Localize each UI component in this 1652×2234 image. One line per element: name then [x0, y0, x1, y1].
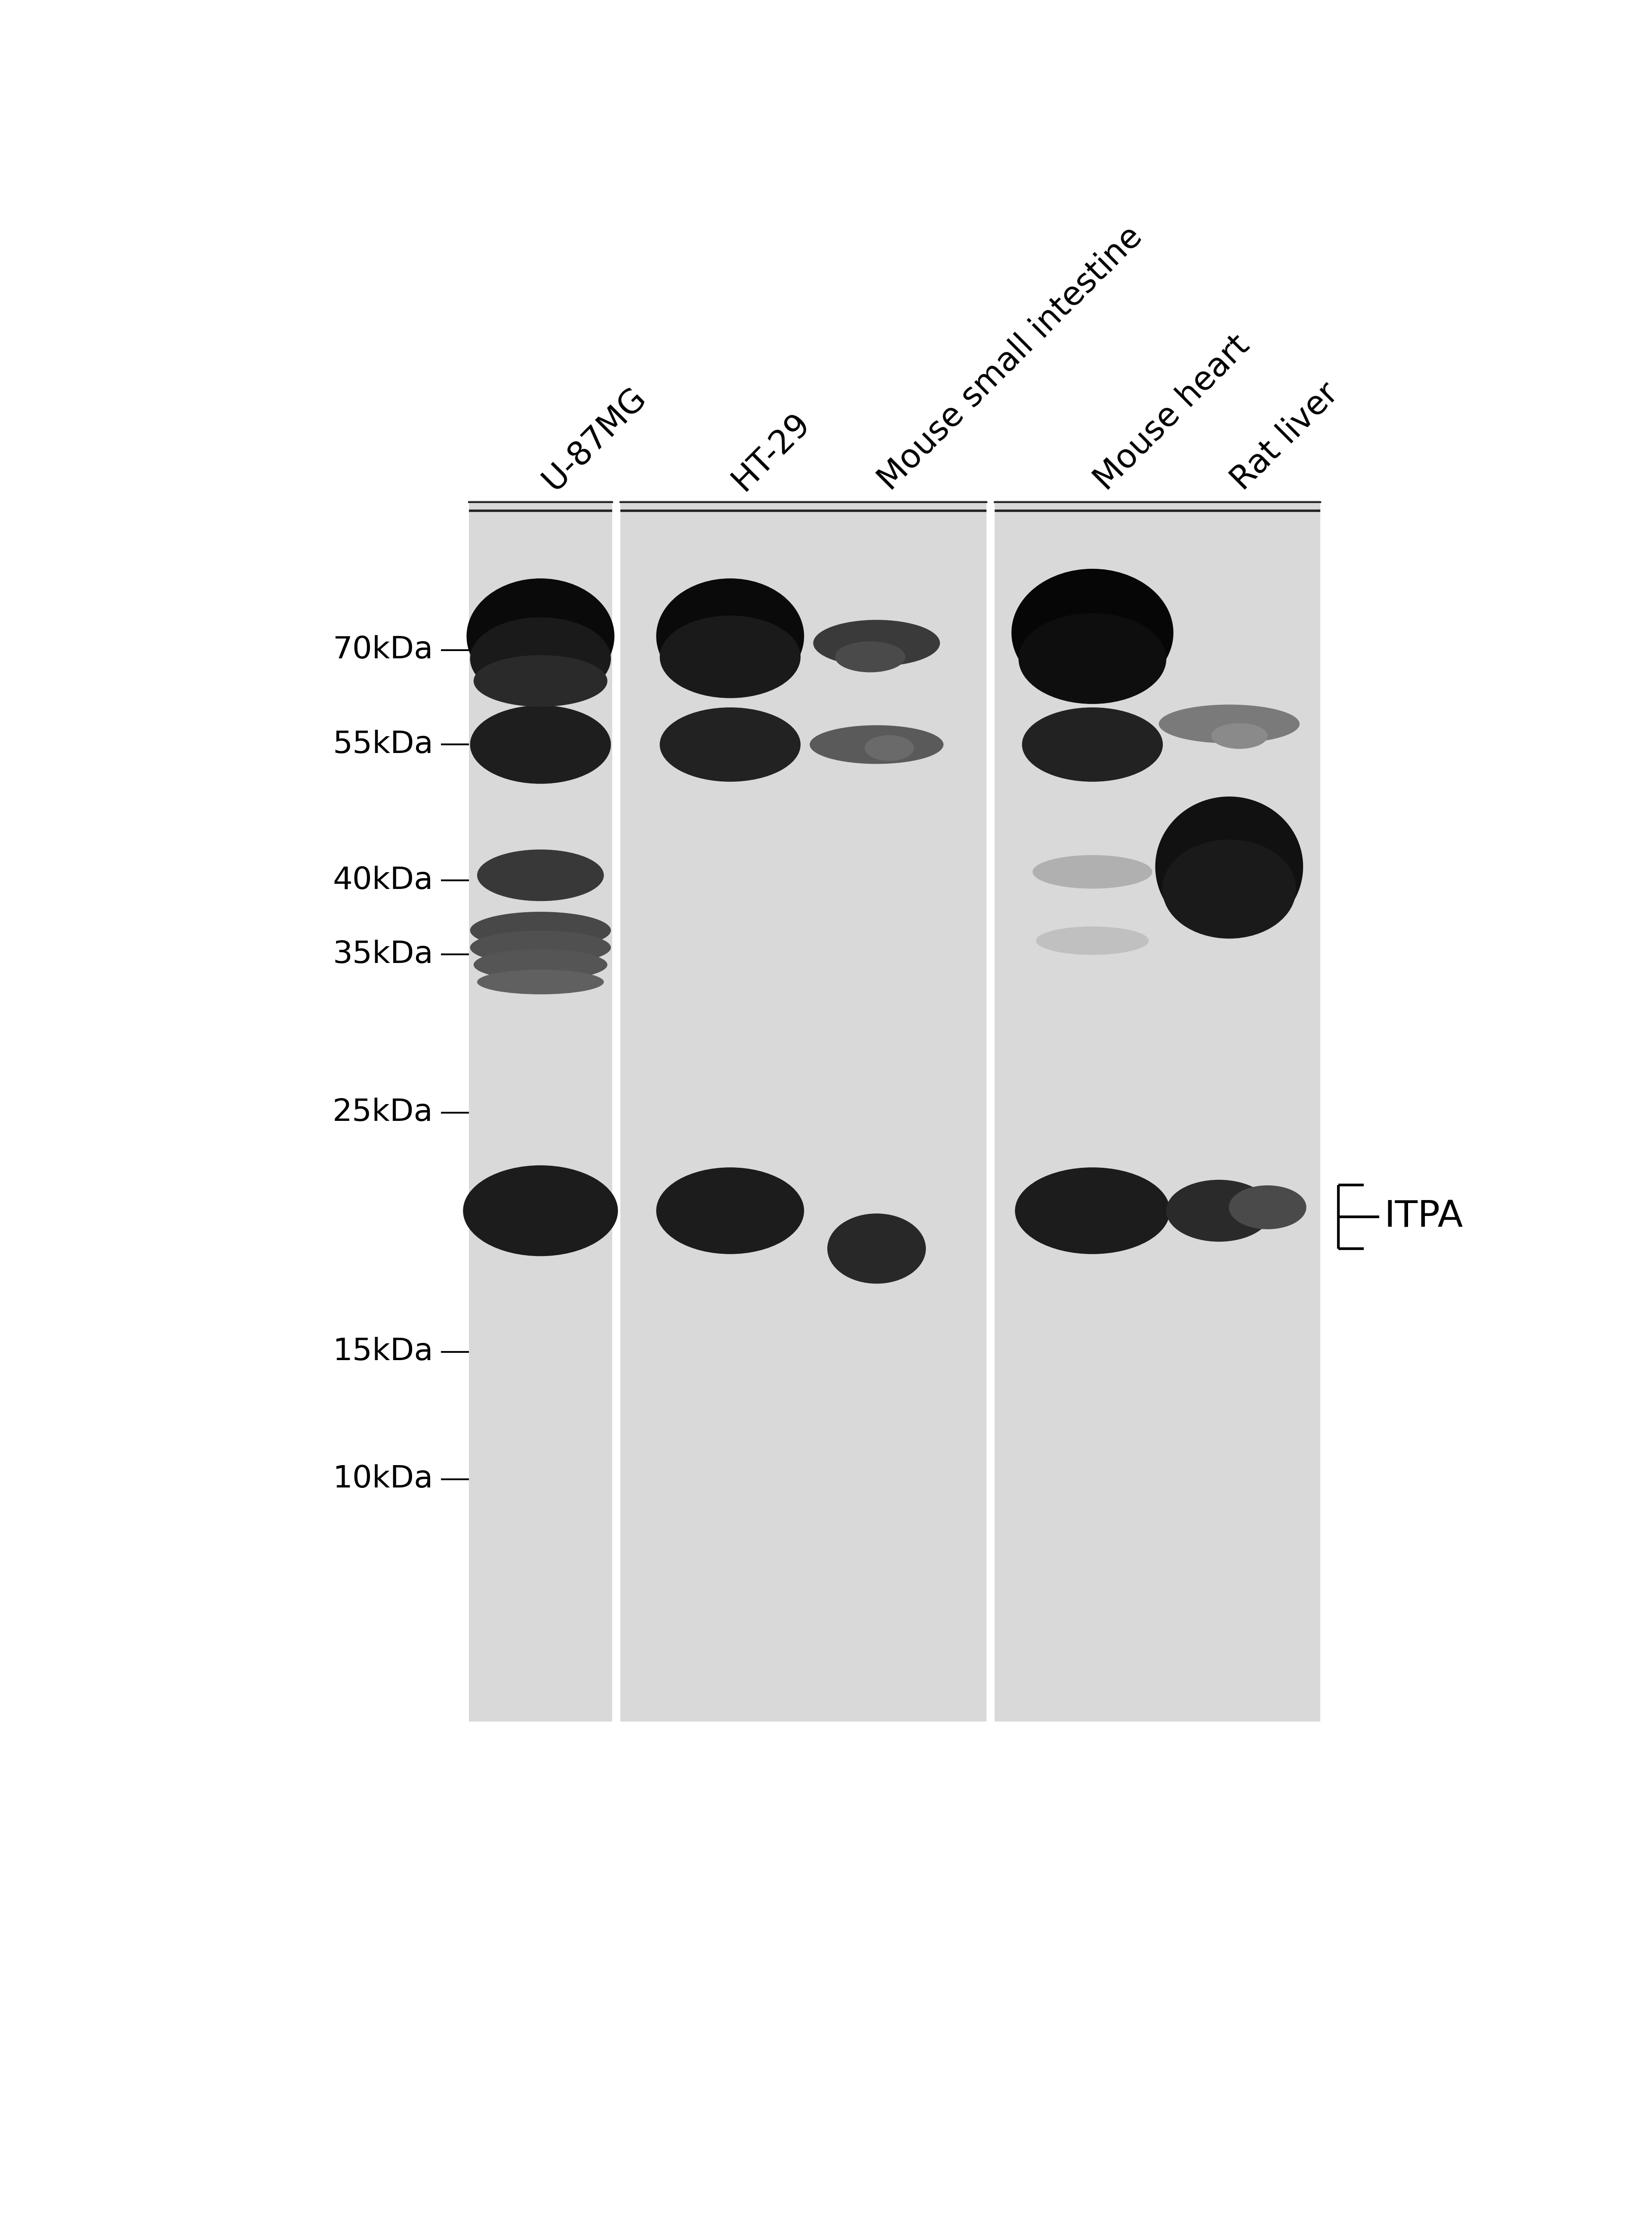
Text: 70kDa: 70kDa: [332, 634, 433, 666]
Ellipse shape: [1036, 927, 1148, 954]
Text: U-87MG: U-87MG: [537, 382, 653, 496]
Text: 40kDa: 40kDa: [332, 865, 433, 896]
Text: 35kDa: 35kDa: [332, 941, 433, 970]
Text: Rat liver: Rat liver: [1226, 378, 1345, 496]
Ellipse shape: [1163, 840, 1297, 938]
Ellipse shape: [1211, 724, 1267, 748]
Ellipse shape: [828, 1213, 925, 1285]
Bar: [620, 500, 986, 1722]
Bar: [469, 500, 611, 1722]
Ellipse shape: [474, 949, 608, 981]
Ellipse shape: [471, 706, 611, 784]
Ellipse shape: [471, 617, 611, 699]
Ellipse shape: [1023, 708, 1163, 782]
Text: 55kDa: 55kDa: [332, 731, 433, 760]
Ellipse shape: [1032, 856, 1153, 889]
Ellipse shape: [1014, 1168, 1170, 1253]
Ellipse shape: [477, 970, 605, 994]
Ellipse shape: [813, 619, 940, 666]
Text: 10kDa: 10kDa: [332, 1463, 433, 1495]
Ellipse shape: [471, 911, 611, 949]
Ellipse shape: [1229, 1186, 1307, 1229]
Text: ITPA: ITPA: [1384, 1200, 1464, 1235]
Bar: [995, 500, 1320, 1722]
Ellipse shape: [864, 735, 914, 762]
Ellipse shape: [1019, 612, 1166, 704]
Text: 15kDa: 15kDa: [332, 1336, 433, 1367]
Ellipse shape: [1166, 1180, 1272, 1242]
Ellipse shape: [809, 726, 943, 764]
Text: HT-29: HT-29: [727, 407, 816, 496]
Ellipse shape: [656, 579, 805, 695]
Ellipse shape: [466, 579, 615, 695]
Ellipse shape: [1158, 704, 1300, 744]
Text: Mouse heart: Mouse heart: [1089, 328, 1256, 496]
Ellipse shape: [463, 1166, 618, 1256]
Ellipse shape: [659, 617, 801, 697]
Ellipse shape: [477, 849, 605, 900]
Ellipse shape: [1155, 798, 1303, 936]
Ellipse shape: [474, 655, 608, 706]
Ellipse shape: [656, 1168, 805, 1253]
Ellipse shape: [659, 708, 801, 782]
Text: Mouse small intestine: Mouse small intestine: [872, 221, 1148, 496]
Ellipse shape: [1011, 570, 1173, 697]
Text: 25kDa: 25kDa: [332, 1097, 433, 1128]
Ellipse shape: [834, 641, 905, 672]
Ellipse shape: [471, 932, 611, 965]
